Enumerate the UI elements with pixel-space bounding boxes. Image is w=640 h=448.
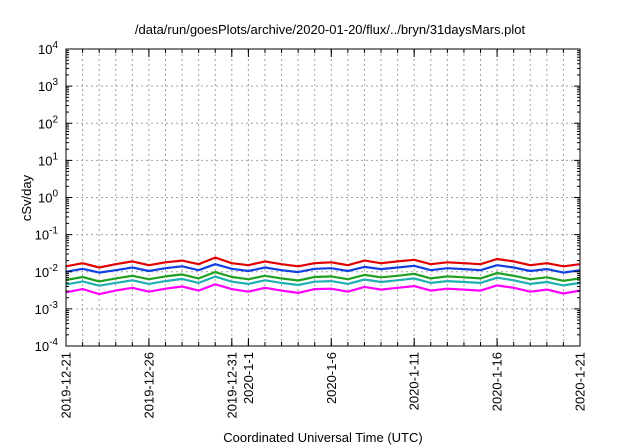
x-tick-label: 2019-12-31 <box>224 352 239 419</box>
y-axis-label: cSv/day <box>19 174 34 221</box>
series-line-5 <box>65 283 581 296</box>
y-tick-labels: 10-4 10-3 10-2 10-1 100 101 102 103 104 <box>35 40 59 354</box>
x-tick-label: 2019-12-26 <box>141 352 156 419</box>
y-tick-label: 10-2 <box>35 263 59 280</box>
y-tick-label: 103 <box>38 77 58 94</box>
x-tick-label: 2020-1-11 <box>407 352 422 410</box>
x-tick-label: 2019-12-21 <box>59 352 74 419</box>
y-tick-label: 104 <box>38 40 58 57</box>
chart-title: /data/run/goesPlots/archive/2020-01-20/f… <box>135 22 526 37</box>
series-group <box>65 256 581 296</box>
y-tick-label: 102 <box>38 114 58 131</box>
grid <box>66 48 580 347</box>
y-tick-label: 10-4 <box>35 337 59 354</box>
series-line-4 <box>65 275 581 287</box>
x-tick-labels: 2019-12-21 2019-12-26 2019-12-31 2020-1-1 20… <box>59 352 588 419</box>
y-tick-label: 10-3 <box>35 300 59 317</box>
y-tick-label: 10-1 <box>35 226 59 243</box>
series-line-2 <box>65 263 581 274</box>
axis-ticks <box>65 48 581 347</box>
y-tick-label: 100 <box>38 189 58 206</box>
y-tick-label: 101 <box>38 151 58 168</box>
x-tick-label: 2020-1-1 <box>241 352 256 404</box>
x-axis-label: Coordinated Universal Time (UTC) <box>223 430 422 445</box>
series-line-3 <box>65 271 581 283</box>
series-line-1 <box>65 256 581 269</box>
x-tick-label: 2020-1-21 <box>573 352 588 411</box>
x-tick-label: 2020-1-6 <box>324 352 339 404</box>
x-tick-label: 2020-1-16 <box>490 352 505 411</box>
